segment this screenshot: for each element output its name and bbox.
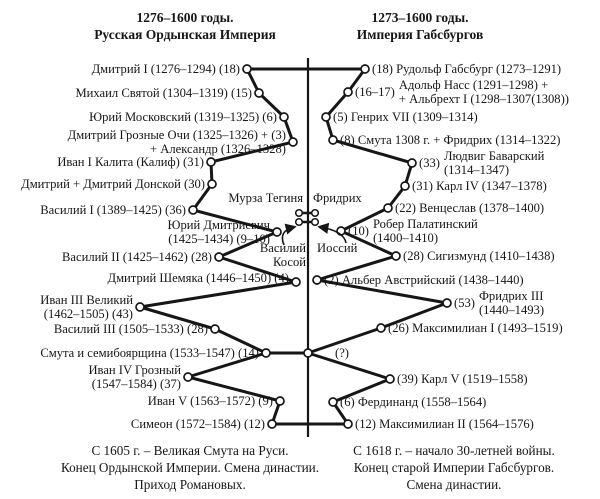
right-footer-line3: Смена династии.	[406, 476, 502, 492]
left-title-years: 1276–1600 годы.	[136, 10, 234, 25]
annotation-arrow	[281, 223, 297, 246]
ruler-node	[188, 205, 198, 215]
ruler-node	[214, 252, 224, 262]
left-footer-line1: С 1605 г. – Великая Смута на Руси.	[91, 443, 289, 458]
ruler-node	[183, 372, 193, 382]
ruler-node	[207, 179, 217, 189]
ruler-node	[442, 298, 452, 308]
ruler-node	[360, 64, 370, 74]
right-footer-line1: С 1618 г. – начало 30-летней войны.	[353, 443, 555, 458]
center-link-node	[310, 208, 320, 218]
right-title-years: 1273–1600 годы.	[371, 10, 469, 25]
ruler-node	[288, 137, 298, 147]
ruler-node	[267, 419, 277, 429]
ruler-node	[312, 275, 322, 285]
left-footer-note: С 1605 г. – Великая Смута на Руси. Конец…	[10, 443, 370, 493]
ruler-node	[391, 251, 401, 261]
left-dynasty-path	[138, 68, 298, 425]
ruler-node	[383, 203, 393, 213]
right-footer-line2: Конец старой Империи Габсбургов.	[353, 459, 555, 475]
ruler-node	[400, 181, 410, 191]
center-link-node	[294, 217, 304, 227]
ruler-node	[376, 323, 386, 333]
ruler-node	[291, 277, 301, 287]
ruler-node	[242, 64, 252, 74]
ruler-node	[210, 324, 220, 334]
right-title-empire: Империя Габсбургов	[356, 27, 484, 42]
ruler-node	[343, 87, 353, 97]
left-footer-line3: Приход Романовых.	[134, 476, 246, 492]
ruler-node	[343, 419, 353, 429]
ruler-node	[206, 157, 216, 167]
right-dynasty-path	[306, 68, 449, 425]
ruler-node	[328, 397, 338, 407]
left-title-empire: Русская Ордынская Империя	[94, 27, 276, 42]
ruler-node	[407, 158, 417, 168]
left-footer-line2: Конец Ордынской Империи. Смена династии.	[60, 459, 320, 475]
ruler-node	[385, 374, 395, 384]
ruler-node	[279, 112, 289, 122]
annotation-arrow	[317, 222, 347, 244]
ruler-node	[321, 112, 331, 122]
right-footer-note: С 1618 г. – начало 30-летней войны. Коне…	[332, 443, 576, 493]
left-column-title: 1276–1600 годы. Русская Ордынская Импери…	[35, 9, 335, 43]
ruler-node	[328, 135, 338, 145]
ruler-node	[261, 348, 271, 358]
ruler-node	[272, 227, 282, 237]
ruler-node	[303, 348, 313, 358]
ruler-node	[275, 396, 285, 406]
ruler-node	[254, 88, 264, 98]
right-column-title: 1273–1600 годы. Империя Габсбургов	[320, 9, 520, 43]
center-link-node	[310, 217, 320, 227]
center-link-node	[294, 208, 304, 218]
ruler-node	[135, 302, 145, 312]
